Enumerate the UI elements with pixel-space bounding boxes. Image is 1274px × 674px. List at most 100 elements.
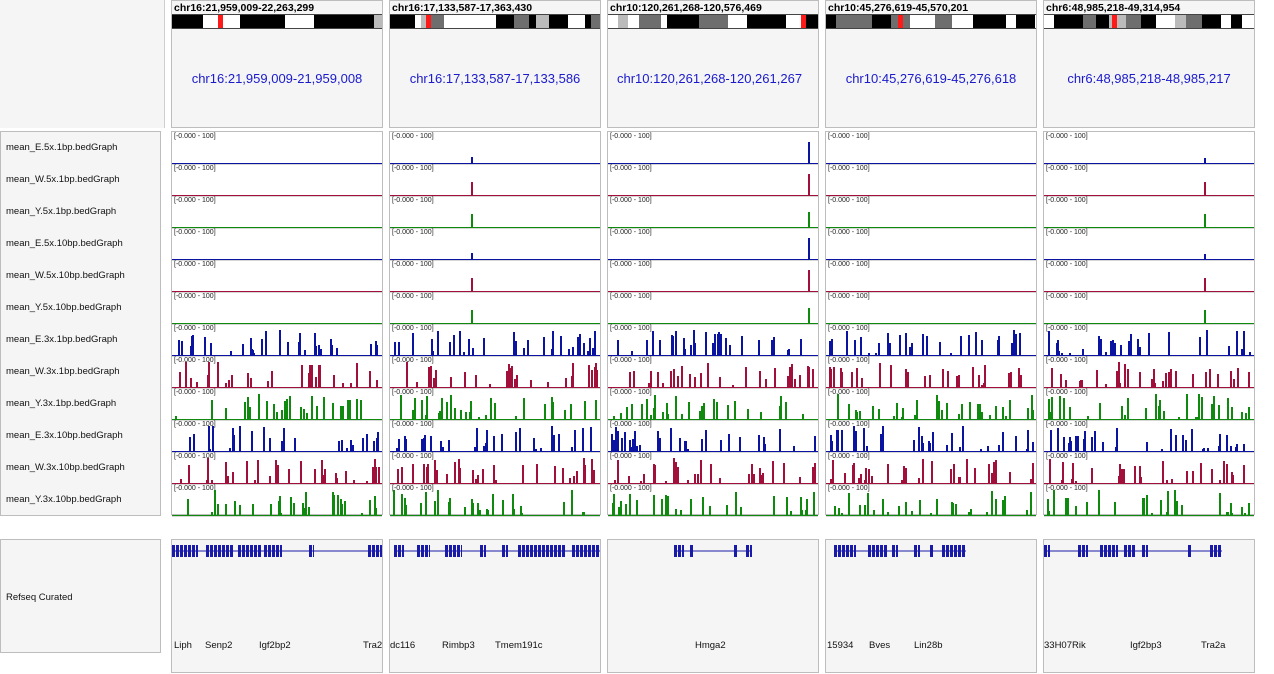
data-track-row[interactable]: [-0.000 - 100] — [826, 196, 1036, 229]
gene-model[interactable] — [608, 540, 818, 570]
track-name[interactable]: mean_E.5x.1bp.bedGraph — [6, 142, 118, 153]
locus-header-panel[interactable]: chr10:120,261,268-120,576,469 chr10:120,… — [607, 0, 819, 128]
data-track-row[interactable]: [-0.000 - 100] — [826, 388, 1036, 421]
gene-label[interactable]: Hmga2 — [695, 640, 726, 651]
track-name[interactable]: mean_W.3x.10bp.bedGraph — [6, 462, 125, 473]
track-name[interactable]: mean_Y.3x.10bp.bedGraph — [6, 494, 122, 505]
gene-label[interactable]: Senp2 — [205, 640, 233, 651]
data-track-row[interactable]: [-0.000 - 100] — [608, 132, 818, 165]
data-track-row[interactable]: [-0.000 - 100] — [1044, 196, 1254, 229]
locus-header-panel[interactable]: chr6:48,985,218-49,314,954 chr6:48,985,2… — [1043, 0, 1255, 128]
data-track-row[interactable]: [-0.000 - 100] — [608, 228, 818, 261]
data-track-row[interactable]: [-0.000 - 100] — [1044, 164, 1254, 197]
gene-label[interactable]: Tra2a — [1201, 640, 1226, 651]
data-track-row[interactable]: [-0.000 - 100] — [390, 164, 600, 197]
gene-label[interactable]: Igf2bp3 — [1130, 640, 1162, 651]
gene-model[interactable] — [172, 540, 382, 570]
gene-label[interactable]: Lin28b — [914, 640, 943, 651]
data-track-row[interactable]: [-0.000 - 100] — [390, 452, 600, 485]
data-track-row[interactable]: [-0.000 - 100] — [172, 388, 382, 421]
data-track-row[interactable]: [-0.000 - 100] — [172, 164, 382, 197]
data-track-row[interactable]: [-0.000 - 100] — [826, 132, 1036, 165]
data-track-row[interactable]: [-0.000 - 100] — [826, 484, 1036, 517]
data-track-row[interactable]: [-0.000 - 100] — [826, 356, 1036, 389]
locus-header-panel[interactable]: chr10:45,276,619-45,570,201 chr10:45,276… — [825, 0, 1037, 128]
chromosome-ideogram[interactable] — [390, 14, 600, 29]
data-track-row[interactable]: [-0.000 - 100] — [608, 484, 818, 517]
data-track-row[interactable]: [-0.000 - 100] — [390, 388, 600, 421]
data-track-row[interactable]: [-0.000 - 100] — [608, 356, 818, 389]
data-track-row[interactable]: [-0.000 - 100] — [1044, 356, 1254, 389]
locus-title[interactable]: chr10:120,261,268-120,576,469 — [610, 2, 762, 14]
track-name[interactable]: mean_W.5x.1bp.bedGraph — [6, 174, 120, 185]
data-track-row[interactable]: [-0.000 - 100] — [1044, 324, 1254, 357]
data-track-row[interactable]: [-0.000 - 100] — [1044, 388, 1254, 421]
track-name[interactable]: mean_E.3x.1bp.bedGraph — [6, 334, 118, 345]
track-name[interactable]: mean_Y.5x.1bp.bedGraph — [6, 206, 117, 217]
data-track-row[interactable]: [-0.000 - 100] — [826, 164, 1036, 197]
data-track-row[interactable]: [-0.000 - 100] — [608, 452, 818, 485]
data-track-row[interactable]: [-0.000 - 100] — [1044, 132, 1254, 165]
data-track-row[interactable]: [-0.000 - 100] — [608, 260, 818, 293]
gene-label[interactable]: Bves — [869, 640, 891, 651]
data-track-row[interactable]: [-0.000 - 100] — [172, 324, 382, 357]
data-track-row[interactable]: [-0.000 - 100] — [390, 196, 600, 229]
data-track-row[interactable]: [-0.000 - 100] — [390, 484, 600, 517]
data-track-row[interactable]: [-0.000 - 100] — [608, 324, 818, 357]
data-track-row[interactable]: [-0.000 - 100] — [826, 452, 1036, 485]
gene-label[interactable]: 15934 — [827, 640, 854, 651]
data-track-row[interactable]: [-0.000 - 100] — [390, 228, 600, 261]
locus-header-panel[interactable]: chr16:17,133,587-17,363,430 chr16:17,133… — [389, 0, 601, 128]
chromosome-ideogram[interactable] — [826, 14, 1036, 29]
data-track-row[interactable]: [-0.000 - 100] — [826, 292, 1036, 325]
track-name[interactable]: mean_W.5x.10bp.bedGraph — [6, 270, 125, 281]
track-name[interactable]: mean_E.3x.10bp.bedGraph — [6, 430, 123, 441]
gene-model[interactable] — [826, 540, 1036, 570]
data-track-row[interactable]: [-0.000 - 100] — [172, 356, 382, 389]
track-name[interactable]: mean_Y.3x.1bp.bedGraph — [6, 398, 117, 409]
data-track-row[interactable]: [-0.000 - 100] — [1044, 228, 1254, 261]
gene-label[interactable]: 33H07Rik — [1044, 640, 1086, 651]
data-track-row[interactable]: [-0.000 - 100] — [608, 420, 818, 453]
data-track-row[interactable]: [-0.000 - 100] — [1044, 420, 1254, 453]
track-name[interactable]: mean_Y.5x.10bp.bedGraph — [6, 302, 122, 313]
data-track-row[interactable]: [-0.000 - 100] — [826, 420, 1036, 453]
chromosome-ideogram[interactable] — [1044, 14, 1254, 29]
gene-track-name[interactable]: Refseq Curated — [6, 592, 73, 603]
data-track-row[interactable]: [-0.000 - 100] — [1044, 452, 1254, 485]
gene-label[interactable]: Igf2bp2 — [259, 640, 291, 651]
data-track-row[interactable]: [-0.000 - 100] — [172, 420, 382, 453]
data-track-row[interactable]: [-0.000 - 100] — [1044, 484, 1254, 517]
data-track-row[interactable]: [-0.000 - 100] — [1044, 260, 1254, 293]
locus-title[interactable]: chr16:21,959,009-22,263,299 — [174, 2, 315, 14]
data-track-row[interactable]: [-0.000 - 100] — [390, 132, 600, 165]
data-track-row[interactable]: [-0.000 - 100] — [390, 292, 600, 325]
data-track-row[interactable]: [-0.000 - 100] — [826, 260, 1036, 293]
data-track-row[interactable]: [-0.000 - 100] — [390, 356, 600, 389]
data-track-row[interactable]: [-0.000 - 100] — [1044, 292, 1254, 325]
data-track-row[interactable]: [-0.000 - 100] — [390, 420, 600, 453]
track-name[interactable]: mean_W.3x.1bp.bedGraph — [6, 366, 120, 377]
data-track-row[interactable]: [-0.000 - 100] — [608, 292, 818, 325]
gene-label[interactable]: dc116 — [390, 640, 416, 651]
chromosome-ideogram[interactable] — [172, 14, 382, 29]
gene-label[interactable]: Liph — [174, 640, 192, 651]
data-track-row[interactable]: [-0.000 - 100] — [172, 260, 382, 293]
locus-title[interactable]: chr6:48,985,218-49,314,954 — [1046, 2, 1181, 14]
locus-title[interactable]: chr10:45,276,619-45,570,201 — [828, 2, 969, 14]
track-name[interactable]: mean_E.5x.10bp.bedGraph — [6, 238, 123, 249]
gene-model[interactable] — [390, 540, 600, 570]
gene-model[interactable] — [1044, 540, 1254, 570]
gene-label[interactable]: Tmem191c — [495, 640, 543, 651]
data-track-row[interactable]: [-0.000 - 100] — [172, 484, 382, 517]
locus-title[interactable]: chr16:17,133,587-17,363,430 — [392, 2, 533, 14]
data-track-row[interactable]: [-0.000 - 100] — [608, 196, 818, 229]
data-track-row[interactable]: [-0.000 - 100] — [172, 292, 382, 325]
data-track-row[interactable]: [-0.000 - 100] — [172, 132, 382, 165]
data-track-row[interactable]: [-0.000 - 100] — [172, 452, 382, 485]
data-track-row[interactable]: [-0.000 - 100] — [608, 164, 818, 197]
data-track-row[interactable]: [-0.000 - 100] — [826, 228, 1036, 261]
gene-label[interactable]: Tra2 — [363, 640, 383, 651]
data-track-row[interactable]: [-0.000 - 100] — [172, 196, 382, 229]
chromosome-ideogram[interactable] — [608, 14, 818, 29]
